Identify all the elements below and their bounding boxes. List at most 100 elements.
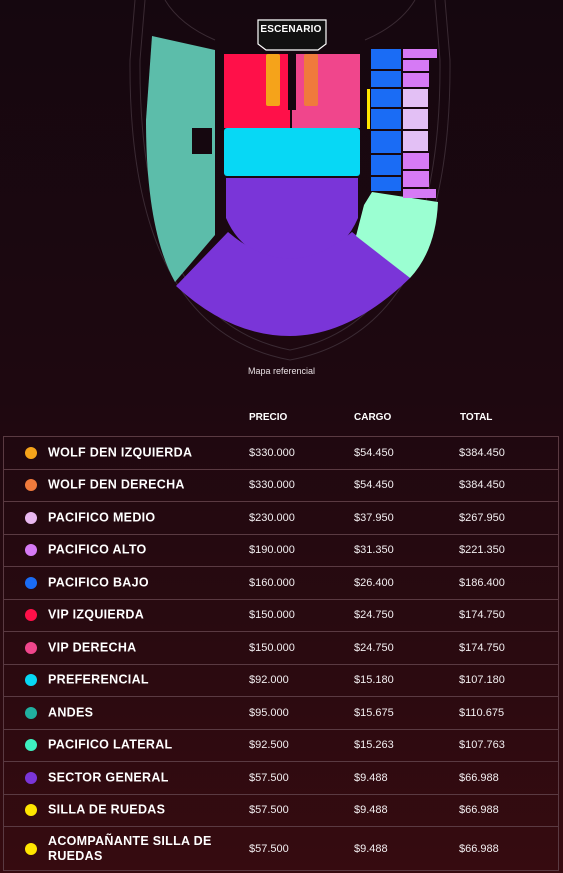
table-row: ACOMPAÑANTE SILLA DE RUEDAS $57.500 $9.4… [3,827,559,871]
total-cell: $110.675 [459,706,505,719]
table-row: PACIFICO BAJO $160.000 $26.400 $186.400 [3,567,559,600]
cargo-cell: $31.350 [354,544,394,557]
map-caption: Mapa referencial [247,366,316,376]
color-dot [25,544,37,557]
table-row: WOLF DEN IZQUIERDA $330.000 $54.450 $384… [3,437,559,470]
precio-cell: $230.000 [249,511,295,524]
color-dot [25,706,37,719]
cargo-cell: $24.750 [354,641,394,654]
total-cell: $66.988 [459,804,499,817]
color-dot [25,446,37,459]
color-dot [25,479,37,492]
color-dot [25,771,37,784]
table-row: VIP IZQUIERDA $150.000 $24.750 $174.750 [3,599,559,632]
cargo-cell: $15.675 [354,706,394,719]
precio-cell: $330.000 [249,446,295,459]
precio-cell: $95.000 [249,706,289,719]
section-pacifico-lateral[interactable] [356,192,438,278]
precio-cell: $92.500 [249,739,289,752]
section-name: SILLA DE RUEDAS [48,802,166,817]
color-dot [25,842,37,855]
section-vip-derecha[interactable] [292,54,360,128]
cargo-cell: $54.450 [354,479,394,492]
section-wolf-izquierda[interactable] [266,54,280,106]
section-name: WOLF DEN DERECHA [48,477,185,492]
table-row: PACIFICO LATERAL $92.500 $15.263 $107.76… [3,729,559,762]
header-precio: PRECIO [249,412,288,423]
cargo-cell: $9.488 [354,842,388,855]
section-name: PACIFICO BAJO [48,575,149,590]
section-vip-izquierda[interactable] [224,54,290,128]
color-dot [25,739,37,752]
venue-map-graphic [129,0,451,361]
precio-cell: $57.500 [249,771,289,784]
venue-map: ESCENARIO Mapa referencial [0,0,563,385]
color-dot [25,804,37,817]
section-name: WOLF DEN IZQUIERDA [48,445,193,460]
cargo-cell: $24.750 [354,609,394,622]
table-row: WOLF DEN DERECHA $330.000 $54.450 $384.4… [3,469,559,502]
color-dot [25,609,37,622]
table-row: PREFERENCIAL $92.000 $15.180 $107.180 [3,664,559,697]
table-header: PRECIO CARGO TOTAL [0,412,563,426]
section-andes[interactable] [146,36,215,282]
precio-cell: $150.000 [249,641,295,654]
precio-cell: $92.000 [249,674,289,687]
total-cell: $174.750 [459,641,505,654]
header-total: TOTAL [460,412,493,423]
section-name: SECTOR GENERAL [48,770,169,785]
precio-cell: $57.500 [249,804,289,817]
section-name: ACOMPAÑANTE SILLA DE RUEDAS [48,833,212,863]
precio-cell: $150.000 [249,609,295,622]
section-name: PACIFICO LATERAL [48,737,173,752]
total-cell: $66.988 [459,842,499,855]
color-dot [25,511,37,524]
total-cell: $221.350 [459,544,505,557]
color-dot [25,641,37,654]
section-preferencial[interactable] [224,128,360,176]
section-name: ANDES [48,705,94,720]
precio-cell: $160.000 [249,576,295,589]
header-cargo: CARGO [354,412,392,423]
precio-cell: $190.000 [249,544,295,557]
section-name: PACIFICO MEDIO [48,510,156,525]
cargo-cell: $15.180 [354,674,394,687]
total-cell: $66.988 [459,771,499,784]
cargo-cell: $15.263 [354,739,394,752]
table-row: PACIFICO ALTO $190.000 $31.350 $221.350 [3,534,559,567]
table-row: VIP DERECHA $150.000 $24.750 $174.750 [3,632,559,665]
precio-cell: $330.000 [249,479,295,492]
cargo-cell: $9.488 [354,804,388,817]
total-cell: $186.400 [459,576,505,589]
total-cell: $107.180 [459,674,505,687]
precio-cell: $57.500 [249,842,289,855]
total-cell: $267.950 [459,511,505,524]
color-dot [25,576,37,589]
color-dot [25,674,37,687]
price-table: WOLF DEN IZQUIERDA $330.000 $54.450 $384… [3,436,559,871]
table-row: ANDES $95.000 $15.675 $110.675 [3,697,559,730]
section-pacifico-medio[interactable] [403,89,428,151]
section-pacifico-alto[interactable] [403,49,437,198]
section-general[interactable] [226,178,358,260]
total-cell: $174.750 [459,609,505,622]
cargo-cell: $9.488 [354,771,388,784]
section-wolf-derecha[interactable] [304,54,318,106]
section-silla[interactable] [367,89,370,129]
stage-label: ESCENARIO [260,24,322,35]
section-name: VIP DERECHA [48,640,137,655]
cargo-cell: $54.450 [354,446,394,459]
stage [257,19,327,51]
table-row: SILLA DE RUEDAS $57.500 $9.488 $66.988 [3,794,559,827]
section-pacifico-bajo[interactable] [371,49,401,191]
total-cell: $107.763 [459,739,505,752]
cargo-cell: $37.950 [354,511,394,524]
cargo-cell: $26.400 [354,576,394,589]
section-name: VIP IZQUIERDA [48,607,145,622]
table-row: PACIFICO MEDIO $230.000 $37.950 $267.950 [3,502,559,535]
table-row: SECTOR GENERAL $57.500 $9.488 $66.988 [3,762,559,795]
section-name: PACIFICO ALTO [48,542,147,557]
section-name: PREFERENCIAL [48,672,149,687]
total-cell: $384.450 [459,446,505,459]
total-cell: $384.450 [459,479,505,492]
